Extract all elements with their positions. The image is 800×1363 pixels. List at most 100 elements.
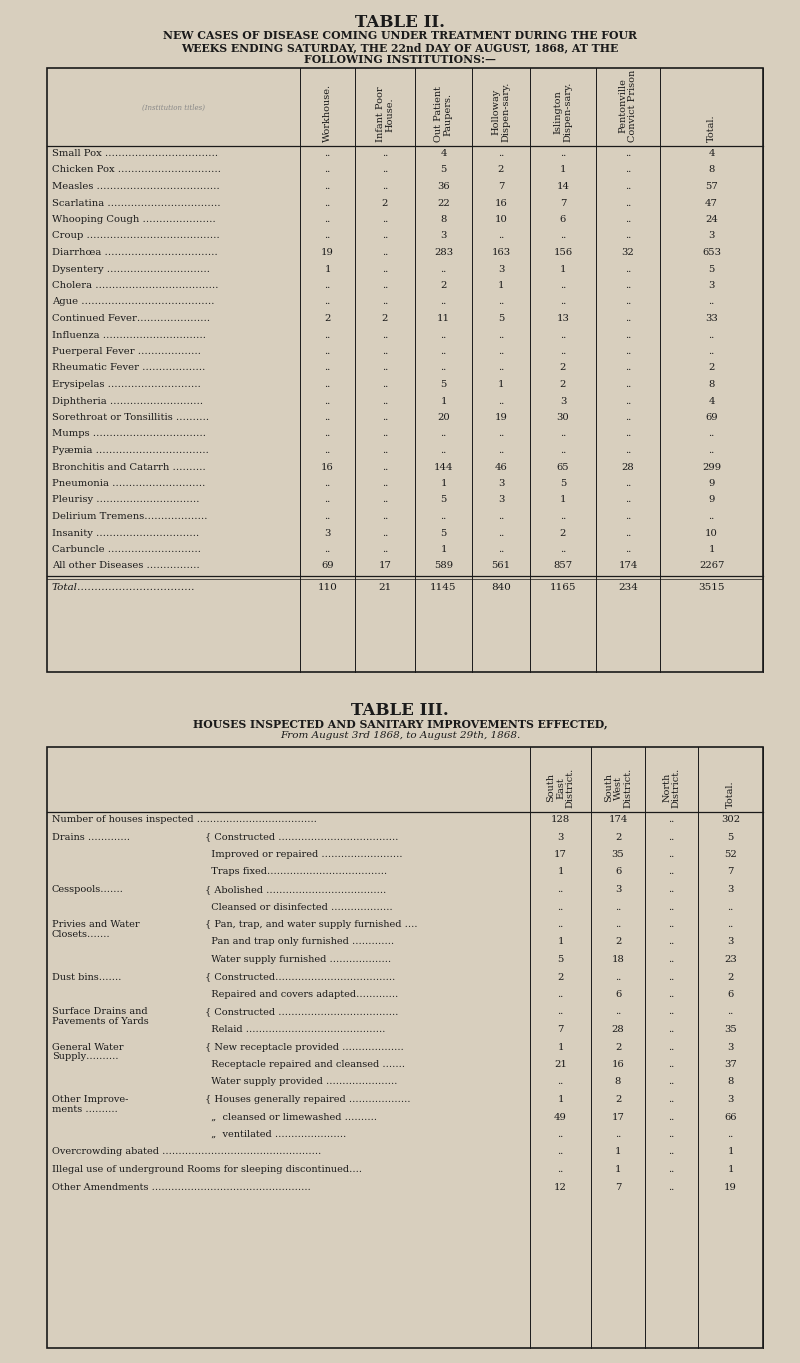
Text: 7: 7: [558, 1025, 564, 1035]
Text: ..: ..: [668, 1148, 674, 1156]
Text: 1: 1: [498, 281, 504, 290]
Text: { Constructed……………………………….: { Constructed……………………………….: [205, 972, 395, 981]
Text: 2: 2: [560, 380, 566, 388]
Text: 3: 3: [727, 938, 734, 946]
Text: 1: 1: [498, 380, 504, 388]
Text: 174: 174: [618, 562, 638, 571]
Text: 5: 5: [560, 478, 566, 488]
Text: Delirium Tremens……………….: Delirium Tremens……………….: [52, 512, 207, 521]
Text: ..: ..: [440, 330, 446, 339]
Text: 2: 2: [560, 529, 566, 537]
Text: ..: ..: [560, 348, 566, 356]
Text: Cesspools…….: Cesspools…….: [52, 885, 124, 894]
Text: ..: ..: [668, 1183, 674, 1191]
Text: Scarlatina …………………………….: Scarlatina …………………………….: [52, 199, 221, 207]
Text: 35: 35: [612, 851, 624, 859]
Text: ..: ..: [625, 429, 631, 439]
Text: 6: 6: [615, 867, 621, 876]
Text: South
West
District.: South West District.: [604, 767, 632, 808]
Text: Small Pox …………………………….: Small Pox …………………………….: [52, 149, 218, 158]
Text: ..: ..: [440, 348, 446, 356]
Text: ..: ..: [668, 815, 674, 825]
Text: 2: 2: [382, 313, 388, 323]
Text: ..: ..: [615, 902, 621, 912]
Text: Puerperal Fever ……………….: Puerperal Fever ……………….: [52, 348, 201, 356]
Text: 1: 1: [614, 1148, 622, 1156]
Text: ..: ..: [382, 248, 388, 258]
Text: Water supply provided ………………….: Water supply provided ………………….: [205, 1078, 398, 1086]
Text: Holloway
Dispen­sary.: Holloway Dispen­sary.: [492, 82, 510, 142]
Text: ..: ..: [625, 496, 631, 504]
Text: ..: ..: [625, 380, 631, 388]
Text: ..: ..: [625, 478, 631, 488]
Text: ..: ..: [498, 429, 504, 439]
Text: ..: ..: [382, 380, 388, 388]
Text: 16: 16: [612, 1060, 624, 1069]
Text: ..: ..: [382, 512, 388, 521]
Text: 1165: 1165: [550, 583, 576, 592]
Text: ..: ..: [558, 885, 564, 894]
Text: ..: ..: [324, 149, 330, 158]
Text: 3515: 3515: [698, 583, 725, 592]
Text: 24: 24: [705, 215, 718, 224]
Text: ..: ..: [668, 1165, 674, 1174]
Text: 1: 1: [560, 496, 566, 504]
Text: ..: ..: [324, 512, 330, 521]
Text: Pleurisy ………………………….: Pleurisy ………………………….: [52, 496, 199, 504]
Text: ..: ..: [560, 297, 566, 307]
Text: 2: 2: [708, 364, 714, 372]
Text: ..: ..: [324, 199, 330, 207]
Text: ..: ..: [727, 1130, 734, 1139]
Text: 2: 2: [615, 1043, 621, 1051]
Text: ..: ..: [625, 512, 631, 521]
Text: 7: 7: [498, 183, 504, 191]
Text: ..: ..: [324, 380, 330, 388]
Text: 156: 156: [554, 248, 573, 258]
Text: 16: 16: [321, 462, 334, 472]
Text: Relaid …………………………………….: Relaid …………………………………….: [205, 1025, 386, 1035]
Text: ..: ..: [498, 446, 504, 455]
Text: ..: ..: [382, 215, 388, 224]
Text: ..: ..: [558, 1165, 564, 1174]
Text: 5: 5: [498, 313, 504, 323]
Text: 1: 1: [560, 165, 566, 174]
Text: ..: ..: [324, 232, 330, 240]
Text: ..: ..: [668, 920, 674, 930]
Text: 2: 2: [382, 199, 388, 207]
Text: ..: ..: [625, 545, 631, 553]
Text: ..: ..: [324, 478, 330, 488]
Text: 174: 174: [608, 815, 628, 825]
Text: 17: 17: [554, 851, 567, 859]
Text: Rheumatic Fever ……………….: Rheumatic Fever ……………….: [52, 364, 206, 372]
Text: Diarrhœa …………………………….: Diarrhœa …………………………….: [52, 248, 218, 258]
Text: ..: ..: [560, 232, 566, 240]
Text: WEEKS ENDING SATURDAY, THE 22nd DAY OF AUGUST, 1868, AT THE: WEEKS ENDING SATURDAY, THE 22nd DAY OF A…: [182, 42, 618, 53]
Text: 46: 46: [494, 462, 507, 472]
Text: Continued Fever………………….: Continued Fever………………….: [52, 313, 210, 323]
Text: 234: 234: [618, 583, 638, 592]
Text: 30: 30: [557, 413, 570, 423]
Text: ..: ..: [560, 512, 566, 521]
Text: 19: 19: [321, 248, 334, 258]
Text: 14: 14: [557, 183, 570, 191]
Text: Whooping Cough ………………….: Whooping Cough ………………….: [52, 215, 216, 224]
Text: Receptacle repaired and cleansed …….: Receptacle repaired and cleansed …….: [205, 1060, 405, 1069]
Text: ..: ..: [440, 364, 446, 372]
Text: Erysipelas ……………………….: Erysipelas ……………………….: [52, 380, 201, 388]
Text: ..: ..: [560, 429, 566, 439]
Text: ..: ..: [625, 183, 631, 191]
Text: 3: 3: [708, 281, 714, 290]
Text: ..: ..: [498, 149, 504, 158]
Text: 1145: 1145: [430, 583, 457, 592]
Text: ..: ..: [382, 165, 388, 174]
Text: 18: 18: [611, 955, 625, 964]
Text: 2: 2: [727, 972, 734, 981]
Text: 1: 1: [324, 264, 330, 274]
Text: ..: ..: [708, 512, 714, 521]
Text: TABLE II.: TABLE II.: [355, 14, 445, 31]
Text: ..: ..: [440, 297, 446, 307]
Text: ..: ..: [668, 1112, 674, 1122]
Text: FOLLOWING INSTITUTIONS:—: FOLLOWING INSTITUTIONS:—: [304, 55, 496, 65]
Text: 8: 8: [708, 165, 714, 174]
Text: 840: 840: [491, 583, 511, 592]
